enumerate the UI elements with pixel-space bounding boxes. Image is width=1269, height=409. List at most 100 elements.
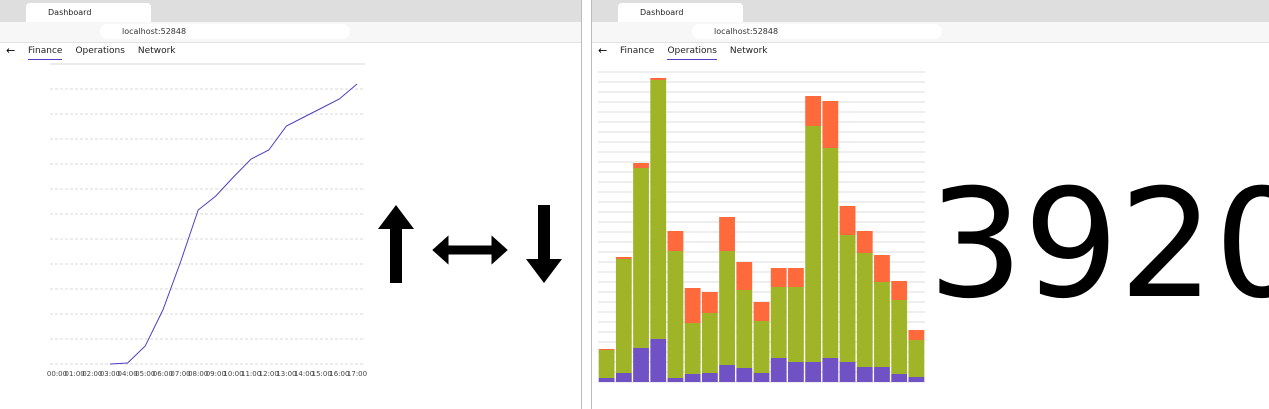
bar-segment (598, 350, 615, 378)
x-tick-label: 11:00 (241, 370, 261, 378)
bar-segment (874, 282, 890, 367)
up-arrow (378, 205, 414, 283)
nav-link[interactable]: Network (729, 46, 768, 56)
bar-segment (701, 292, 718, 313)
nav-link[interactable]: Operations (667, 46, 717, 60)
tab[interactable]: Dashboard (26, 3, 151, 22)
bar-segment (753, 373, 770, 382)
tab-strip: Dashboard (592, 0, 1269, 22)
bar-segment (736, 368, 753, 382)
chart (598, 71, 925, 383)
bar-segment (633, 168, 649, 348)
bar-segment (874, 367, 890, 382)
chart: 00:0001:0002:0003:0004:0005:0006:0007:00… (47, 63, 367, 378)
bar-segment (701, 373, 718, 382)
x-tick-label: 16:00 (329, 370, 349, 378)
address-bar: localhost:52848 (592, 22, 1269, 43)
bar-segment (856, 231, 873, 253)
bar-segment (650, 80, 667, 339)
bar-segment (633, 348, 649, 382)
bar-segment (805, 126, 822, 362)
url[interactable]: localhost:52848 (100, 24, 350, 39)
x-tick-label: 13:00 (276, 370, 296, 378)
bar-segment (805, 362, 822, 382)
bar-segment (598, 349, 615, 350)
line (109, 83, 358, 365)
bar-segment (667, 378, 684, 382)
tab[interactable]: Dashboard (618, 3, 743, 22)
bar-segment (719, 365, 735, 382)
bar-segment (684, 323, 701, 374)
x-tick-label: 04:00 (117, 370, 137, 378)
bar-segment (615, 373, 632, 382)
bar-segment (839, 362, 856, 382)
bar-segment (719, 217, 735, 251)
tab-strip: Dashboard (0, 0, 581, 22)
bar-segment (891, 300, 908, 374)
bar-segment (684, 374, 701, 382)
back-button[interactable]: ← (6, 44, 16, 57)
x-tick-label: 01:00 (65, 370, 85, 378)
bar-segment (856, 367, 873, 382)
bar-segment (667, 251, 684, 378)
x-tick-label: 15:00 (312, 370, 332, 378)
x-tick-label: 05:00 (135, 370, 155, 378)
x-tick-label: 02:00 (82, 370, 102, 378)
bar-segment (839, 206, 856, 235)
bar-segment (908, 330, 925, 340)
bar-segment (615, 259, 632, 373)
nav-link[interactable]: Finance (28, 46, 63, 60)
x-tick-label: 14:00 (294, 370, 314, 378)
bar-segment (667, 231, 684, 251)
bar-segment (822, 148, 839, 358)
bar-segment (770, 268, 787, 287)
bar-segment (736, 262, 753, 290)
bar-segment (633, 163, 649, 168)
nav-link[interactable]: Finance (620, 46, 655, 56)
x-tick-label: 07:00 (170, 370, 190, 378)
bar-segment (908, 377, 925, 382)
browser-window: Dashboard localhost:52848 ← Finance Operatio… (0, 0, 582, 409)
bar-segment (839, 235, 856, 362)
nav: Finance Operations Network (28, 46, 189, 60)
arrows (378, 205, 562, 283)
nav-link[interactable]: Network (137, 46, 176, 56)
bar-segment (598, 378, 615, 382)
x-tick-label: 10:00 (223, 370, 243, 378)
bar-segment (891, 281, 908, 300)
browser-window: Dashboard localhost:52848 ← Finance Operatio… (591, 0, 1269, 409)
x-tick-label: 06:00 (153, 370, 173, 378)
big-number: 3920 (928, 158, 1269, 332)
bar-segment (650, 78, 667, 80)
bar-segment (753, 321, 770, 373)
bar-segment (684, 288, 701, 323)
bar-segment (822, 101, 839, 148)
bar-segment (719, 251, 735, 365)
x-tick-label: 08:00 (188, 370, 208, 378)
address-bar: localhost:52848 (0, 22, 581, 43)
bar-segment (770, 287, 787, 358)
down-arrow (526, 205, 562, 283)
bar-segment (788, 268, 804, 287)
bar-segment (650, 339, 667, 382)
bar-segment (874, 255, 890, 282)
bar-segment (736, 290, 753, 368)
x-tick-label: 17:00 (347, 370, 367, 378)
bar-segment (891, 374, 908, 382)
url[interactable]: localhost:52848 (692, 24, 942, 39)
bar-segment (856, 253, 873, 367)
bar-segment (615, 257, 632, 259)
x-tick-label: 00:00 (47, 370, 67, 378)
bar-segment (701, 313, 718, 373)
bar-segment (822, 358, 839, 382)
left-right-arrow (427, 228, 513, 272)
back-button[interactable]: ← (598, 44, 608, 57)
x-tick-label: 12:00 (259, 370, 279, 378)
nav: Finance Operations Network (620, 46, 781, 60)
nav-link[interactable]: Operations (75, 46, 125, 56)
bar-segment (753, 302, 770, 321)
x-tick-label: 03:00 (100, 370, 120, 378)
x-tick-label: 09:00 (206, 370, 226, 378)
bar-segment (770, 358, 787, 382)
